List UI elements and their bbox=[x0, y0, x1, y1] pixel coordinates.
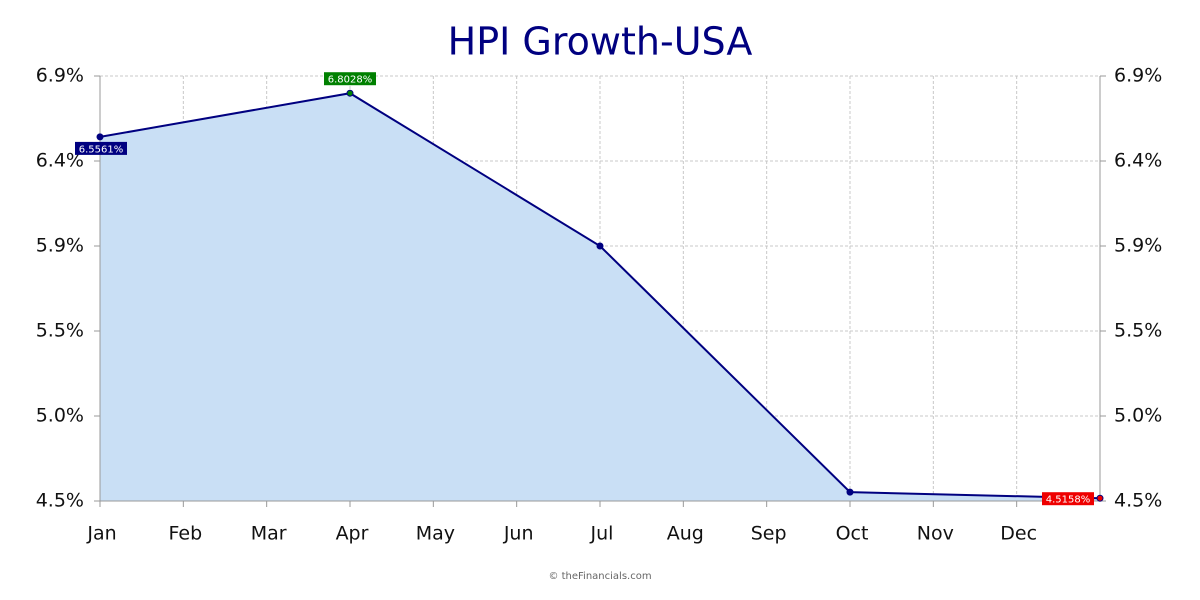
y-tick-label: 4.5% bbox=[36, 490, 84, 512]
point bbox=[96, 133, 104, 141]
value-label-bg bbox=[1042, 492, 1094, 506]
x-tick-label: Oct bbox=[836, 523, 869, 545]
y-tick-label: 5.0% bbox=[36, 405, 84, 427]
x-tick-label: Mar bbox=[251, 523, 287, 545]
point bbox=[846, 488, 854, 496]
value-label-bg bbox=[75, 141, 127, 155]
y2-tick-label: 5.9% bbox=[1114, 235, 1162, 257]
y2-tick-label: 5.0% bbox=[1114, 405, 1162, 427]
chart-title: HPI Growth-USA bbox=[448, 20, 753, 64]
x-tick-label: Jun bbox=[503, 523, 534, 545]
x-tick-label: Jan bbox=[86, 523, 116, 545]
footer: © theFinancials.com bbox=[548, 571, 651, 582]
x-tick-label: Feb bbox=[169, 523, 203, 545]
x-tick-label: Sep bbox=[751, 523, 787, 545]
x-tick-label: Aug bbox=[667, 523, 704, 545]
x-tick-label: Dec bbox=[1000, 523, 1037, 545]
value-label-bg bbox=[324, 72, 376, 86]
value-label: 6.5561% bbox=[79, 144, 124, 155]
y-tick-label: 6.9% bbox=[36, 65, 84, 87]
x-tick-label: Jul bbox=[590, 523, 614, 545]
y-tick-label: 6.4% bbox=[36, 150, 84, 172]
y2-tick-label: 6.4% bbox=[1114, 150, 1162, 172]
x-tick-label: Nov bbox=[917, 523, 954, 545]
area bbox=[100, 93, 1100, 502]
point bbox=[1096, 494, 1104, 502]
point bbox=[596, 242, 604, 250]
value-label: 4.5158% bbox=[1046, 495, 1091, 506]
value-label: 6.8028% bbox=[328, 75, 373, 86]
y2-tick-label: 4.5% bbox=[1114, 490, 1162, 512]
y2-tick-label: 5.5% bbox=[1114, 320, 1162, 342]
y-tick-label: 5.5% bbox=[36, 320, 84, 342]
y-tick-label: 5.9% bbox=[36, 235, 84, 257]
x-tick-label: Apr bbox=[336, 523, 369, 545]
y2-tick-label: 6.9% bbox=[1114, 65, 1162, 87]
x-tick-label: May bbox=[416, 523, 455, 545]
point bbox=[346, 89, 354, 97]
